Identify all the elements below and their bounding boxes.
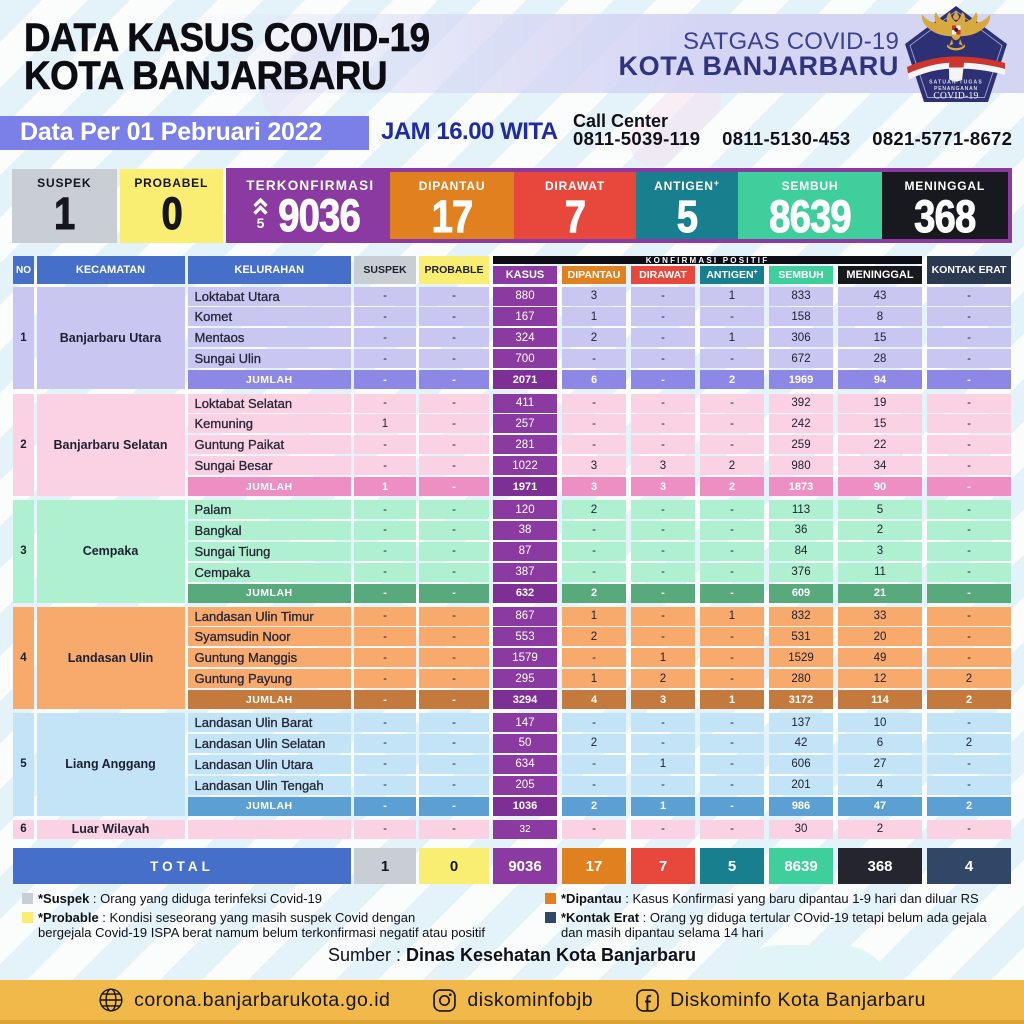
svg-text:PENANGANAN: PENANGANAN [934,86,978,92]
svg-text:5: 5 [257,215,265,230]
svg-text:COVID-19: COVID-19 [933,92,978,102]
svg-text:SATUAN TUGAS: SATUAN TUGAS [929,80,983,86]
